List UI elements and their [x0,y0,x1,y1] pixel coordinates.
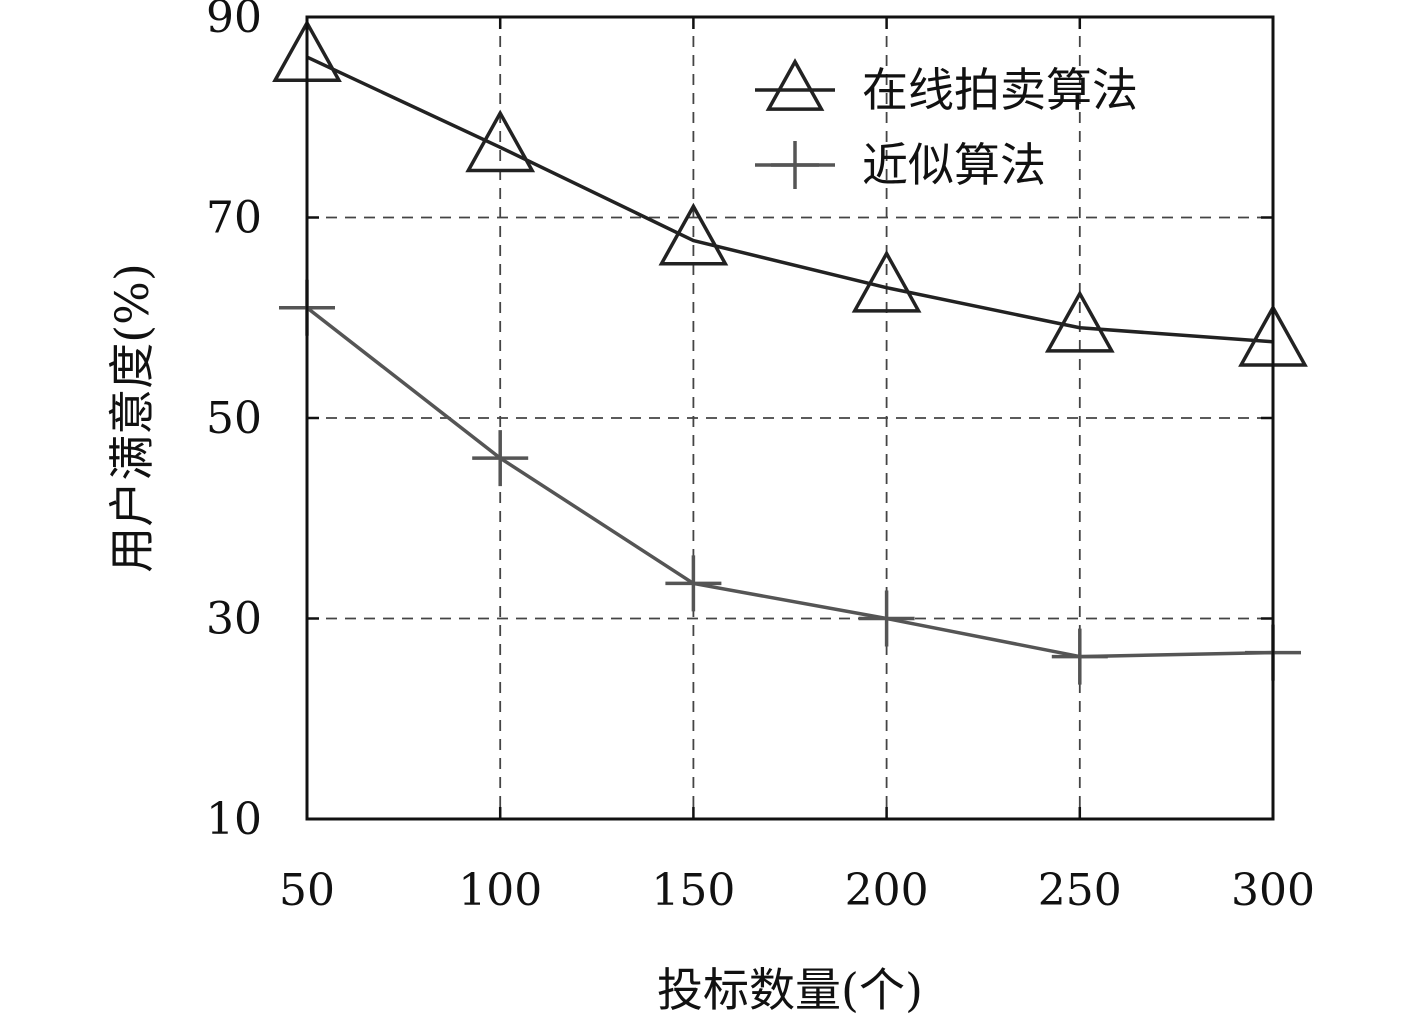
series-line [306,55,1274,344]
x-tick-label: 50 [279,865,335,916]
y-tick-label: 10 [206,794,262,845]
data-point [1044,290,1115,353]
series-line [305,306,1274,659]
series-approximation [279,279,1301,685]
data-point [1051,628,1108,685]
legend-label-approximation: 近似算法 [862,138,1046,192]
data-point [858,590,915,647]
legend-label-online-auction: 在线拍卖算法 [862,63,1138,117]
x-tick-label: 100 [458,865,542,916]
triangle-marker-icon [765,58,825,111]
x-tick-label: 150 [651,865,735,916]
plus-marker-icon [771,141,819,189]
series-layer [272,19,1308,685]
data-point [658,202,729,266]
y-tick-label: 30 [206,594,262,645]
tick-labels: 50 100 150 200 250 300 10 30 50 70 90 [206,0,1315,916]
data-point [665,555,722,612]
legend: 在线拍卖算法 近似算法 [755,58,1138,192]
x-tick-label: 300 [1231,865,1315,916]
y-tick-label: 90 [206,0,262,43]
data-point [472,430,529,487]
y-tick-label: 50 [206,393,262,444]
data-point [851,249,922,313]
legend-item-online-auction: 在线拍卖算法 [755,58,1138,117]
axis-ticks [305,15,1275,821]
x-tick-label: 250 [1038,865,1122,916]
grid-lines [307,17,1273,819]
x-tick-label: 200 [845,865,929,916]
data-point [465,109,536,173]
legend-item-approximation: 近似算法 [755,138,1046,192]
y-axis-title: 用户满意度(%) [105,263,159,573]
y-tick-label: 70 [206,193,262,244]
x-axis-title: 投标数量(个) [657,963,923,1017]
